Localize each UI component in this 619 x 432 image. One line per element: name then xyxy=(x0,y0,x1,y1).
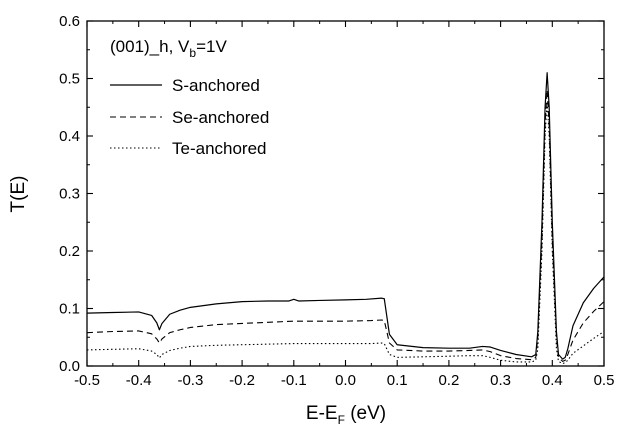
x-tick-label: 0.5 xyxy=(594,372,615,389)
y-tick-label: 0.4 xyxy=(59,128,80,145)
plot-border xyxy=(86,20,605,367)
series-line-se-anchored xyxy=(86,89,605,362)
y-axis-label: T(E) xyxy=(8,176,29,213)
series-line-te-anchored xyxy=(86,100,605,365)
x-tick-label: -0.2 xyxy=(229,372,255,389)
x-tick-label: 0.2 xyxy=(438,372,459,389)
y-tick-label: 0.3 xyxy=(59,186,80,203)
x-tick-label: -0.1 xyxy=(281,372,307,389)
y-tick-label: 0.6 xyxy=(59,13,80,30)
y-tick-label: 0.0 xyxy=(59,358,80,375)
x-axis-label: E-EF (eV) xyxy=(306,403,386,427)
plot-area xyxy=(86,20,605,367)
legend-label-se-anchored: Se-anchored xyxy=(172,108,269,127)
x-tick-label: 0.3 xyxy=(490,372,511,389)
x-tick-label: 0.4 xyxy=(542,372,563,389)
y-tick-label: 0.2 xyxy=(59,243,80,260)
x-tick-label: -0.4 xyxy=(126,372,152,389)
y-tick-label: 0.1 xyxy=(59,301,80,318)
legend: (001)_h, Vb=1V S-anchored Se-anchored Te… xyxy=(110,37,269,158)
x-tick-label: 0.1 xyxy=(387,372,408,389)
x-tick-label: 0.0 xyxy=(335,372,356,389)
legend-label-te-anchored: Te-anchored xyxy=(172,139,267,158)
legend-label-s-anchored: S-anchored xyxy=(172,76,260,95)
y-tick-label: 0.5 xyxy=(59,71,80,88)
x-tick-label: -0.5 xyxy=(74,372,100,389)
series-line-s-anchored xyxy=(86,72,605,360)
legend-title: (001)_h, Vb=1V xyxy=(110,37,227,60)
x-tick-label: -0.3 xyxy=(177,372,203,389)
series-lines xyxy=(86,72,605,365)
axis-ticks: -0.5 -0.4 -0.3 -0.2 -0.1 0.0 0.1 0.2 0.3 0.4 0.5 0.… xyxy=(59,13,614,389)
